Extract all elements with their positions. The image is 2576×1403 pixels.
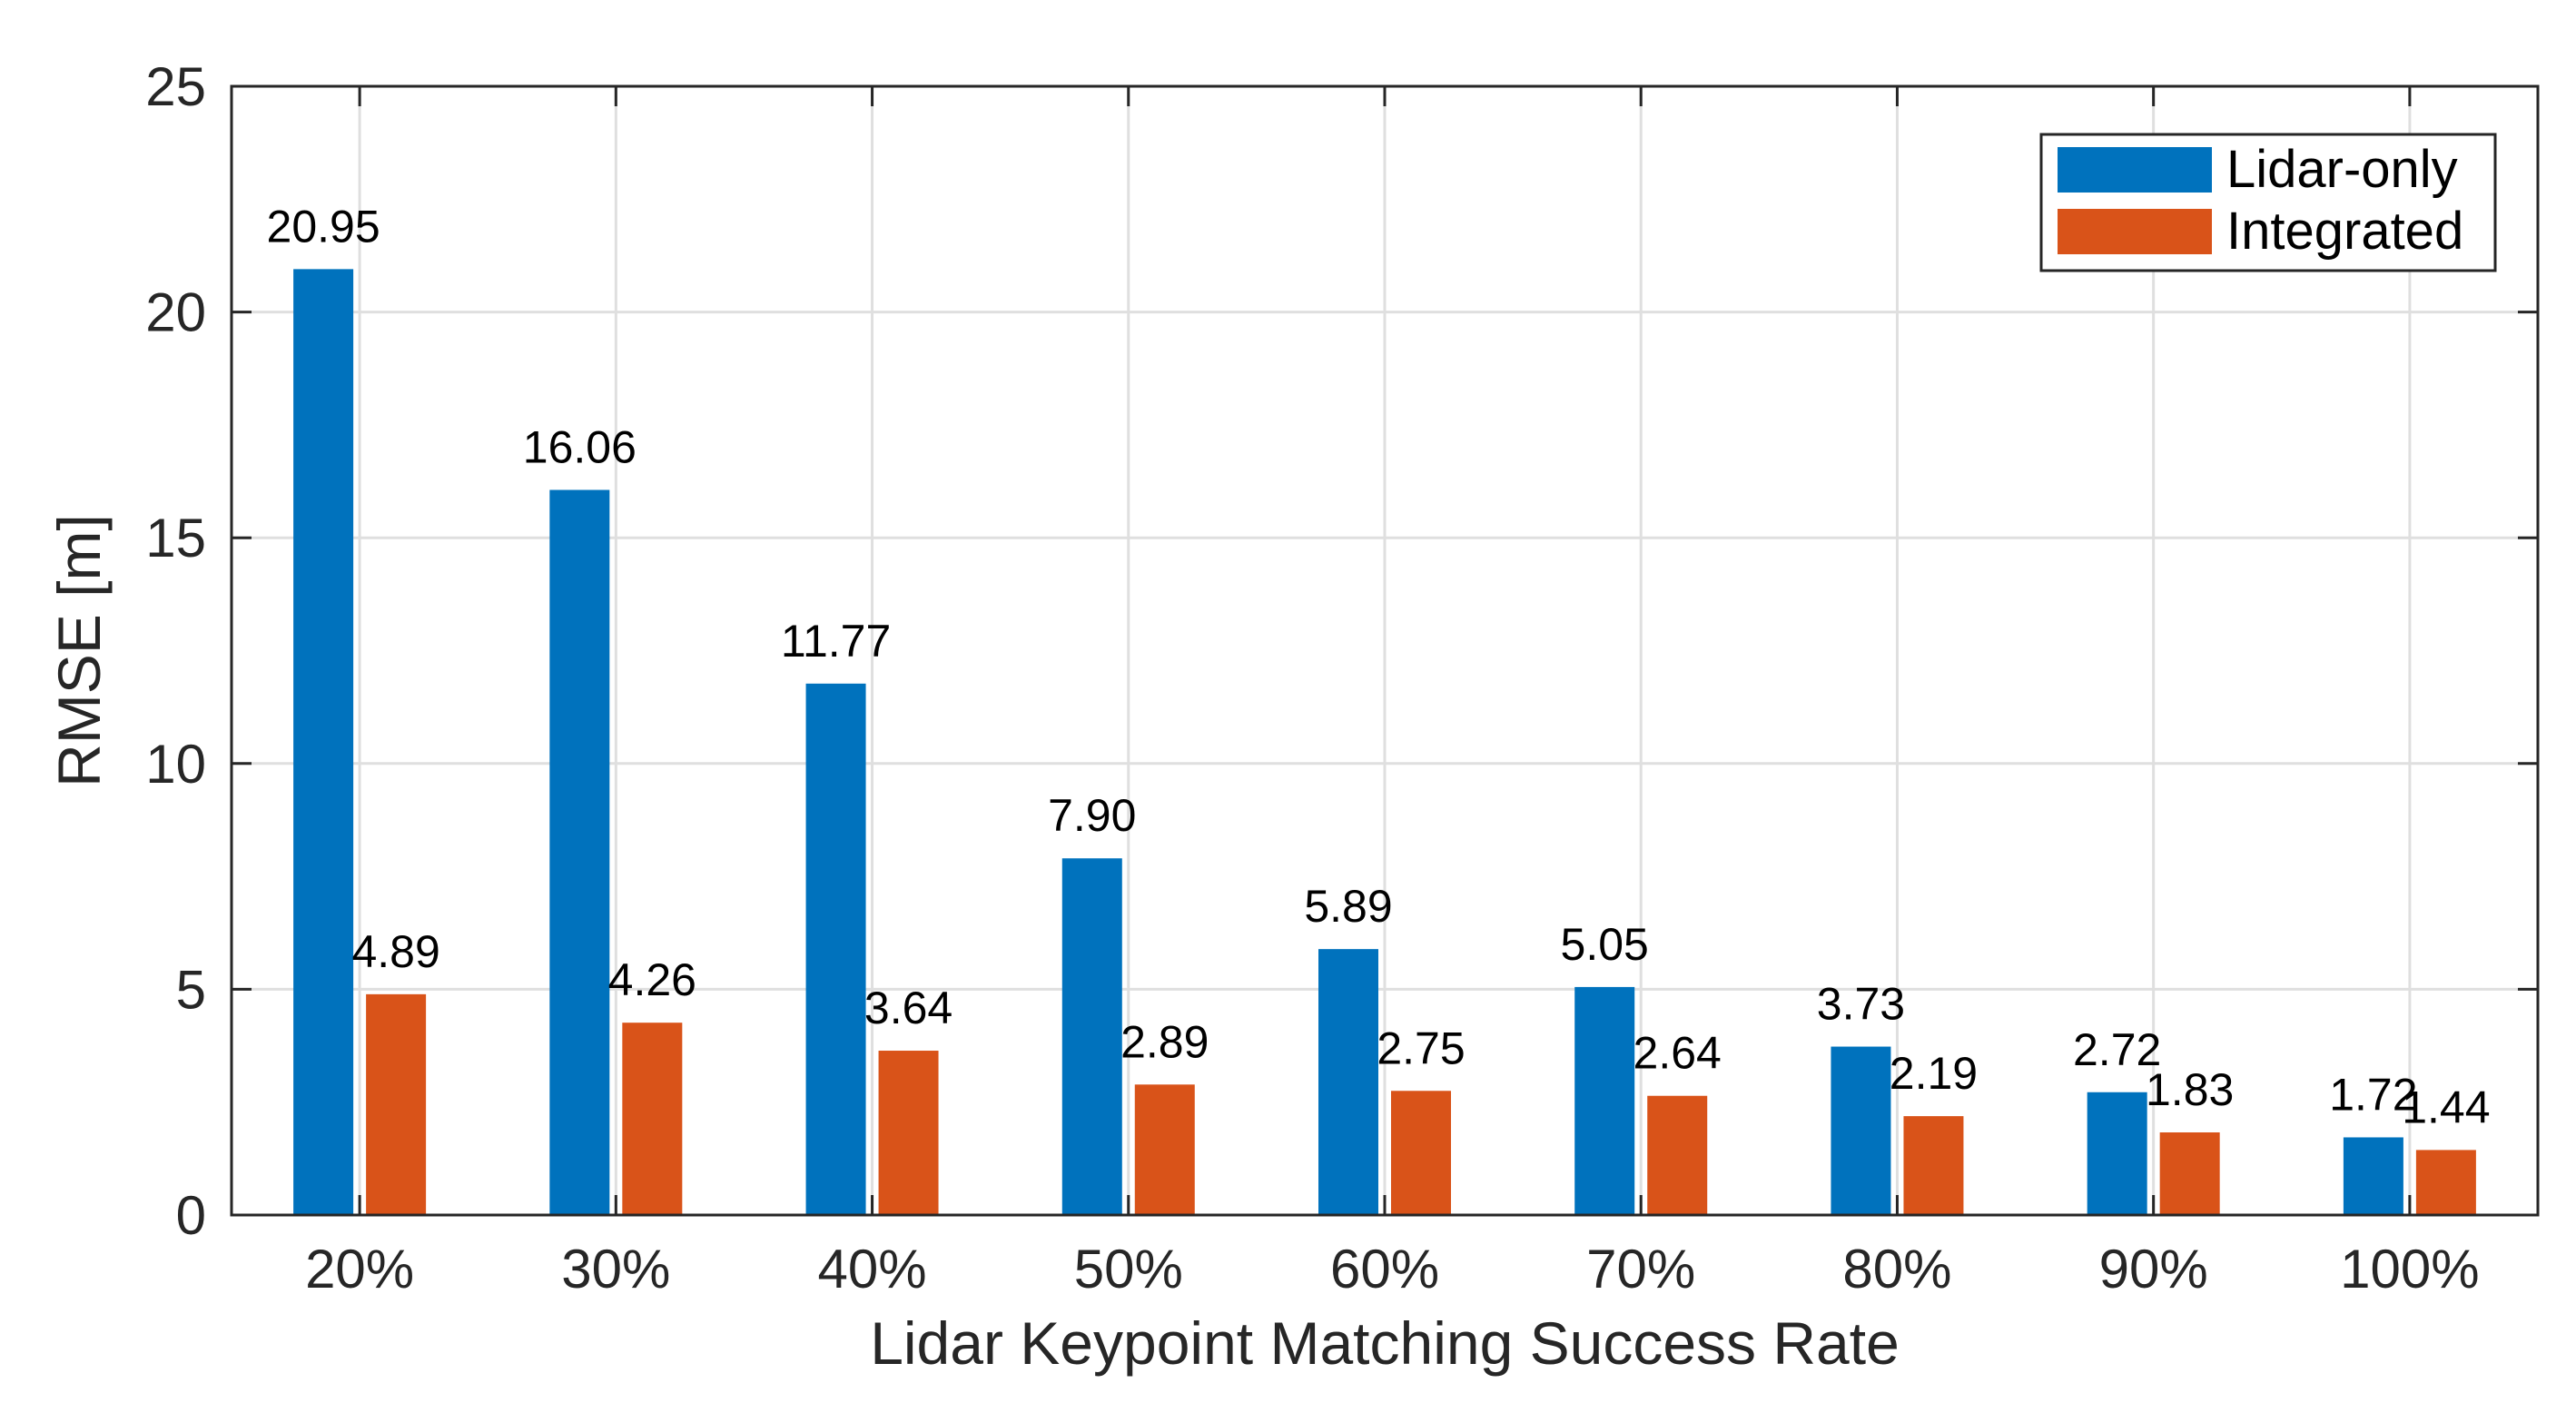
data-label: 2.72: [2073, 1024, 2161, 1075]
bar-lidar-only: [1061, 858, 1122, 1215]
x-tick-label: 80%: [1842, 1239, 1951, 1299]
bar-lidar-only: [2343, 1137, 2403, 1215]
data-label: 4.89: [351, 926, 439, 977]
y-tick-label: 25: [145, 56, 206, 117]
data-label: 5.05: [1561, 919, 1649, 970]
bar-lidar-only: [1318, 949, 1378, 1215]
bar-integrated: [1647, 1095, 1708, 1215]
bar-lidar-only: [2087, 1092, 2147, 1215]
legend-entry-label: Lidar-only: [2226, 140, 2458, 199]
x-tick-label: 40%: [818, 1239, 927, 1299]
data-label: 16.06: [523, 421, 637, 472]
data-label: 5.89: [1304, 881, 1392, 932]
x-tick-label: 60%: [1330, 1239, 1439, 1299]
data-label: 1.83: [2146, 1064, 2234, 1115]
bar-integrated: [1134, 1084, 1195, 1215]
data-label: 2.75: [1377, 1023, 1465, 1073]
data-label: 11.77: [781, 616, 891, 667]
x-tick-label: 20%: [305, 1239, 414, 1299]
y-tick-label: 5: [176, 959, 206, 1020]
legend-swatch: [2058, 147, 2212, 193]
data-label: 1.72: [2329, 1069, 2417, 1120]
bar-integrated: [366, 993, 427, 1215]
legend-swatch: [2058, 209, 2212, 254]
bar-integrated: [622, 1023, 683, 1215]
data-labels: 20.95 16.06 11.77 7.90 5.89 5.05 3.73 2.72 1.72 4…: [267, 201, 2491, 1132]
x-tick-label: 30%: [561, 1239, 670, 1299]
x-tick-label: 90%: [2099, 1239, 2208, 1299]
axis-ticks: 0 5 10 15 20 25 20% 30% 40% 50% 60% 70% 80% 90% 100%: [145, 56, 2538, 1299]
data-label: 2.89: [1120, 1016, 1209, 1067]
y-tick-label: 0: [176, 1185, 206, 1246]
data-label: 20.95: [267, 201, 380, 252]
x-tick-label: 100%: [2340, 1239, 2479, 1299]
data-label: 3.73: [1817, 979, 1905, 1030]
data-label: 4.26: [608, 954, 696, 1005]
bar-integrated: [1391, 1091, 1451, 1215]
bar-integrated: [2159, 1132, 2220, 1215]
data-label: 7.90: [1048, 790, 1136, 841]
bar-lidar-only: [1831, 1046, 1891, 1215]
y-tick-label: 15: [145, 508, 206, 568]
bar-lidar-only: [1574, 986, 1635, 1215]
y-tick-label: 20: [145, 282, 206, 343]
bar-lidar-only: [805, 683, 866, 1215]
bars: [293, 269, 2476, 1216]
y-axis-title: RMSE [m]: [45, 514, 113, 787]
x-tick-label: 50%: [1074, 1239, 1183, 1299]
bar-integrated: [878, 1051, 939, 1215]
bar-integrated: [2415, 1150, 2476, 1215]
x-tick-label: 70%: [1586, 1239, 1695, 1299]
bar-lidar-only: [293, 269, 354, 1216]
grid-lines: [232, 86, 2538, 1215]
data-label: 2.19: [1890, 1048, 1978, 1099]
legend-entry-label: Integrated: [2226, 202, 2463, 261]
data-label: 2.64: [1633, 1028, 1722, 1079]
bar-integrated: [1903, 1116, 1964, 1215]
x-axis-title: Lidar Keypoint Matching Success Rate: [870, 1309, 1900, 1377]
y-tick-label: 10: [145, 734, 206, 795]
bar-lidar-only: [549, 489, 610, 1215]
data-label: 1.44: [2402, 1082, 2490, 1132]
data-label: 3.64: [864, 983, 952, 1033]
